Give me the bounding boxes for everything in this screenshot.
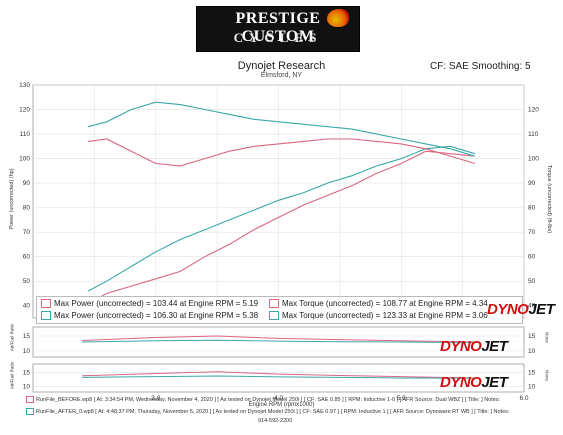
dynojet-logo-afr-bottom: DYNOJET	[440, 374, 508, 391]
y-left-tick-label: 110	[20, 131, 31, 138]
dynojet-logo-afr-top: DYNOJET	[440, 338, 508, 355]
y-right-tick-label: 120	[528, 107, 539, 114]
y-left-tick-label: 90	[23, 180, 31, 187]
afr-run1-line	[82, 371, 475, 379]
legend-run2-torque: Max Torque (uncorrected) = 123.33 at Eng…	[269, 311, 488, 321]
run1-file-icon	[26, 396, 34, 403]
run2-torque-swatch-icon	[269, 311, 279, 321]
run2-torque-line	[88, 101, 476, 157]
y-right-tick-label: 100	[528, 156, 539, 163]
chart-title: Dynojet Research	[237, 60, 326, 72]
x-tick-label: 6.0	[519, 395, 528, 402]
y-right-tick-label: 60	[528, 254, 536, 261]
legend-run1-power-text: Max Power (uncorrected) = 103.44 at Engi…	[54, 299, 259, 308]
y-right-tick-label: 80	[528, 205, 536, 212]
x-tick-label: 3.0	[151, 395, 160, 402]
footer-run1-text: RunFile_BEFORE.wp8 [ At: 3:34:54 PM, Wed…	[36, 396, 501, 403]
flame-icon	[327, 9, 349, 27]
legend-run2-power: Max Power (uncorrected) = 106.30 at Engi…	[41, 311, 259, 321]
x-tick-label: 5.0	[397, 395, 406, 402]
run1-power-line	[87, 150, 475, 304]
legend-run2-power-text: Max Power (uncorrected) = 106.30 at Engi…	[54, 311, 259, 320]
logo-line1: PRESTIGE CUSTOM	[235, 10, 321, 45]
y-left-tick-label: 50	[23, 278, 31, 285]
footer-run2: RunFile_AFTER_0.wp8 [ At: 4:48:37 PM, Th…	[26, 408, 509, 415]
afr-tick-label: 10	[23, 348, 31, 355]
afr-tick-label: 10	[23, 383, 31, 390]
y-left-tick-label: 70	[23, 229, 31, 236]
dynojet-logo: DYNOJET	[487, 301, 555, 318]
shop-logo: PRESTIGE CUSTOM CYCLES	[196, 6, 360, 52]
afr-run1-line	[82, 335, 475, 343]
run2-power-line	[87, 145, 476, 292]
y-left-tick-label: 120	[19, 107, 30, 114]
afr-tick-label: 15	[23, 333, 31, 340]
legend-run1-torque-text: Max Torque (uncorrected) = 108.77 at Eng…	[282, 299, 488, 308]
y-left-tick-label: 100	[19, 156, 30, 163]
y-left-tick-label: 40	[23, 303, 31, 310]
footer-phone: 914-592-2200	[258, 418, 293, 424]
y-right-tick-label: 40	[528, 303, 536, 310]
afr-right-tick-label: 10	[528, 383, 536, 390]
afr-tick-label: 15	[23, 369, 31, 376]
afr-run2-line	[82, 375, 475, 379]
footer-run2-text: RunFile_AFTER_0.wp8 [ At: 4:48:37 PM, Th…	[36, 408, 510, 415]
x-axis-label: Engine RPM (rpmx1000)	[248, 402, 315, 408]
footer-run1: RunFile_BEFORE.wp8 [ At: 3:34:54 PM, Wed…	[26, 396, 500, 403]
afr-right-tick-label: 15	[528, 369, 536, 376]
run1-torque-line	[88, 138, 476, 167]
y-right-tick-label: 50	[528, 278, 536, 285]
run1-torque-swatch-icon	[269, 299, 279, 309]
afr-run2-line	[82, 339, 475, 344]
logo-line2: CYCLES	[233, 30, 323, 45]
cf-smoothing-label: CF: SAE Smoothing: 5	[430, 61, 531, 72]
y-right-tick-label: 70	[528, 229, 536, 236]
y-right-tick-label: 110	[528, 131, 539, 138]
y-left-tick-label: 130	[19, 82, 30, 89]
y-right-tick-label: 90	[528, 180, 536, 187]
run1-swatch-icon	[41, 299, 51, 309]
legend-run2-torque-text: Max Torque (uncorrected) = 123.33 at Eng…	[282, 311, 488, 320]
y-left-tick-label: 80	[23, 205, 31, 212]
run2-swatch-icon	[41, 311, 51, 321]
legend-run1-power: Max Power (uncorrected) = 103.44 at Engi…	[41, 299, 259, 309]
afr-right-tick-label: 10	[528, 348, 536, 355]
run2-file-icon	[26, 408, 34, 415]
legend-run1-torque: Max Torque (uncorrected) = 108.77 at Eng…	[269, 299, 488, 309]
chart-location: Elmsford, NY	[260, 72, 303, 79]
legend-box: Max Power (uncorrected) = 103.44 at Engi…	[36, 296, 555, 324]
afr-right-tick-label: 15	[528, 333, 536, 340]
x-tick-label: 4.0	[274, 395, 283, 402]
y-left-tick-label: 60	[23, 254, 31, 261]
